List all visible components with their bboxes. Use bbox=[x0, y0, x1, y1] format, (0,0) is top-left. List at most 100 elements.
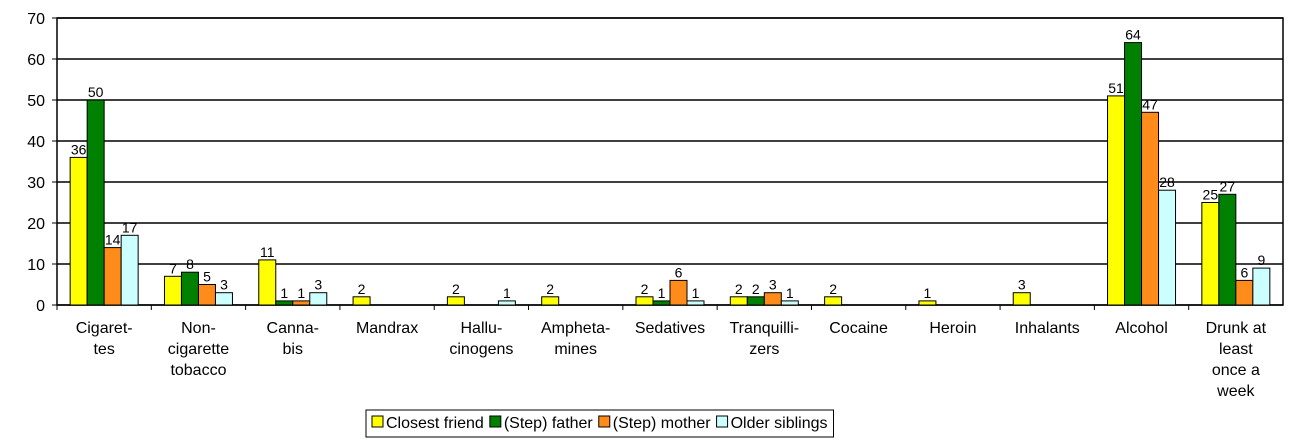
value-label: 6 bbox=[675, 264, 683, 280]
bar bbox=[446, 296, 465, 306]
value-label: 14 bbox=[105, 232, 121, 248]
y-tick-label: 70 bbox=[27, 11, 45, 28]
value-label: 64 bbox=[1125, 27, 1141, 43]
value-label: 51 bbox=[1108, 80, 1124, 96]
legend-label: (Step) father bbox=[504, 415, 594, 432]
x-tick-label: Hallu-cinogens bbox=[449, 320, 513, 358]
bar bbox=[541, 296, 560, 306]
bar bbox=[309, 292, 328, 306]
value-label: 6 bbox=[1240, 264, 1248, 280]
bar bbox=[497, 300, 516, 306]
x-tick-label: Canna-bis bbox=[267, 320, 319, 358]
value-label: 1 bbox=[503, 285, 511, 301]
bar bbox=[69, 156, 88, 306]
bar bbox=[258, 259, 277, 306]
x-tick-label: Heroin bbox=[929, 320, 976, 337]
bar bbox=[1107, 95, 1126, 306]
bar bbox=[292, 300, 311, 306]
bar bbox=[1218, 193, 1237, 306]
x-tick-label: Cigaret-tes bbox=[76, 320, 133, 358]
y-tick-label: 10 bbox=[27, 257, 45, 274]
bar bbox=[635, 296, 654, 306]
value-label: 3 bbox=[769, 277, 777, 293]
bar bbox=[275, 300, 294, 306]
bar bbox=[1141, 111, 1160, 306]
x-tick-label: Tranquilli-zers bbox=[729, 320, 799, 358]
value-label: 1 bbox=[297, 285, 305, 301]
bar bbox=[86, 99, 105, 306]
x-tick-label: Drunk at least once a week bbox=[1206, 320, 1267, 400]
value-label: 3 bbox=[314, 277, 322, 293]
x-tick-label: Non-cigarette tobacco bbox=[168, 320, 229, 379]
bar bbox=[729, 296, 748, 306]
value-label: 2 bbox=[546, 281, 554, 297]
value-label: 8 bbox=[186, 256, 194, 272]
value-label: 2 bbox=[752, 281, 760, 297]
legend-swatch bbox=[371, 415, 384, 428]
value-label: 47 bbox=[1142, 96, 1158, 112]
bar bbox=[1158, 189, 1177, 306]
legend: Closest friend (Step) father (Step) mother… bbox=[365, 409, 835, 438]
bar bbox=[763, 292, 782, 306]
value-label: 11 bbox=[260, 244, 275, 260]
value-label: 25 bbox=[1203, 187, 1219, 203]
bar bbox=[163, 275, 182, 306]
legend-swatch bbox=[489, 415, 502, 428]
legend-label: (Step) mother bbox=[613, 415, 711, 432]
y-tick-label: 60 bbox=[27, 52, 45, 69]
value-label: 50 bbox=[88, 84, 104, 100]
bar bbox=[1235, 279, 1254, 306]
bar bbox=[1252, 267, 1271, 306]
legend-label: Closest friend bbox=[386, 415, 484, 432]
legend-swatch bbox=[598, 415, 611, 428]
x-tick-label: Sedatives bbox=[635, 320, 705, 337]
x-tick-label: Alcohol bbox=[1115, 320, 1167, 337]
value-label: 1 bbox=[280, 285, 288, 301]
x-tick-label: Cocaine bbox=[829, 320, 888, 337]
bar bbox=[746, 296, 765, 306]
value-label: 1 bbox=[786, 285, 794, 301]
bar bbox=[1012, 292, 1031, 306]
value-label: 3 bbox=[1018, 277, 1026, 293]
y-tick-label: 30 bbox=[27, 175, 45, 192]
value-label: 17 bbox=[122, 219, 138, 235]
value-label: 9 bbox=[1257, 252, 1265, 268]
bar bbox=[352, 296, 371, 306]
bar bbox=[1201, 202, 1220, 306]
value-label: 3 bbox=[220, 277, 228, 293]
value-label: 1 bbox=[924, 285, 932, 301]
bar bbox=[652, 300, 671, 306]
y-tick-label: 20 bbox=[27, 216, 45, 233]
bar bbox=[214, 292, 233, 306]
bar bbox=[824, 296, 843, 306]
x-tick-label: Ampheta-mines bbox=[541, 320, 610, 358]
value-label: 28 bbox=[1159, 174, 1175, 190]
value-label: 5 bbox=[203, 269, 211, 285]
value-label: 27 bbox=[1220, 178, 1236, 194]
bar bbox=[780, 300, 799, 306]
value-label: 2 bbox=[641, 281, 649, 297]
value-label: 36 bbox=[71, 141, 87, 157]
value-label: 1 bbox=[692, 285, 700, 301]
bar bbox=[120, 234, 139, 306]
y-tick-label: 50 bbox=[27, 93, 45, 110]
bar bbox=[686, 300, 705, 306]
legend-label: Older siblings bbox=[731, 415, 828, 432]
bar bbox=[918, 300, 937, 306]
value-label: 2 bbox=[358, 281, 366, 297]
plot-border bbox=[56, 17, 1284, 306]
y-tick-label: 40 bbox=[27, 134, 45, 151]
value-label: 1 bbox=[658, 285, 666, 301]
value-label: 7 bbox=[169, 260, 177, 276]
y-tick-label: 0 bbox=[36, 298, 45, 315]
bar bbox=[669, 279, 688, 306]
value-label: 2 bbox=[829, 281, 837, 297]
value-label: 2 bbox=[452, 281, 460, 297]
bar bbox=[197, 284, 216, 306]
legend-swatch bbox=[716, 415, 729, 428]
x-tick-label: Inhalants bbox=[1015, 320, 1080, 337]
x-tick-label: Mandrax bbox=[356, 320, 418, 337]
bar bbox=[103, 247, 122, 306]
value-label: 2 bbox=[735, 281, 743, 297]
